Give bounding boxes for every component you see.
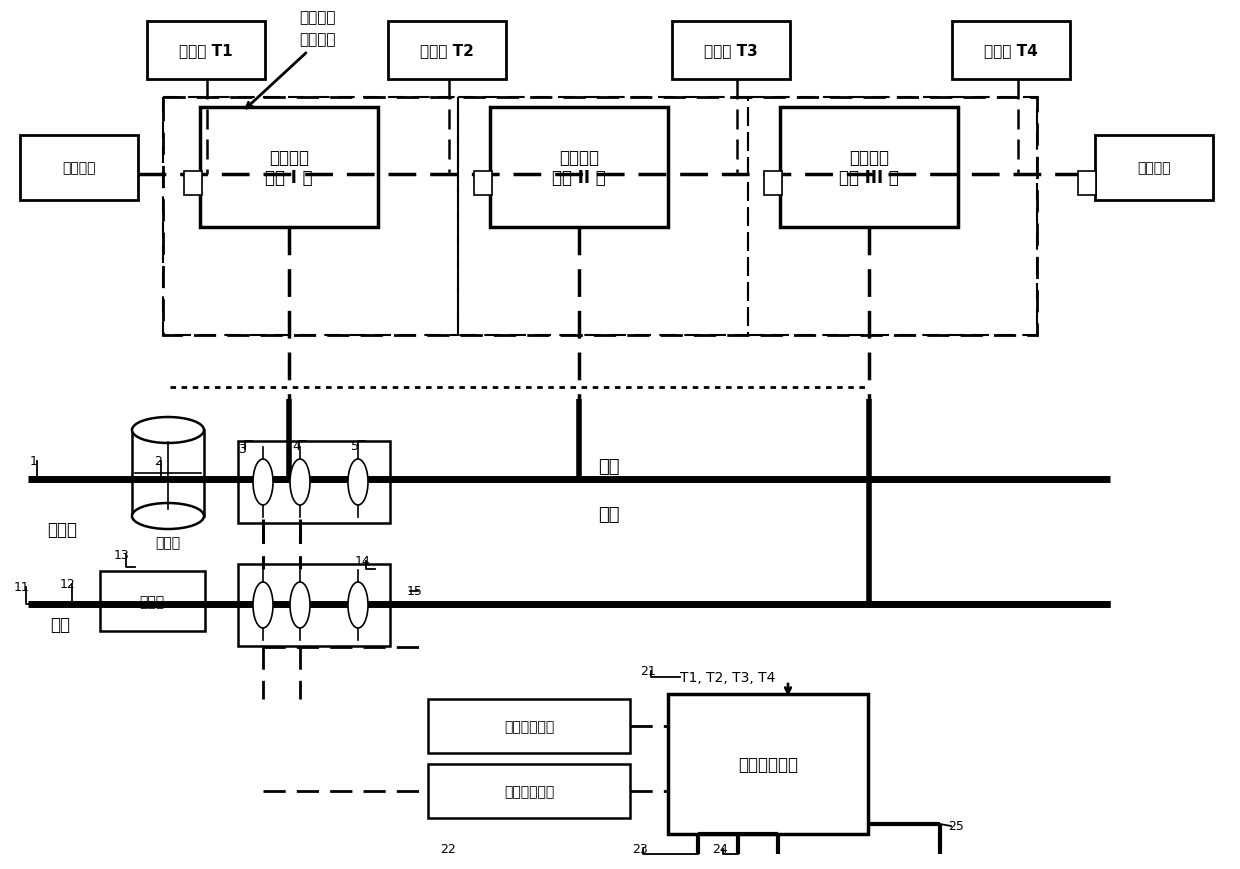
Bar: [672, 22, 790, 80]
Text: 空压机: 空压机: [47, 521, 77, 539]
Text: 测温仪 T3: 测温仪 T3: [704, 43, 758, 58]
Text: 测温仪 T2: 测温仪 T2: [420, 43, 474, 58]
Text: 远程仪表信号: 远程仪表信号: [503, 720, 554, 733]
Bar: [184, 172, 202, 196]
Text: 1: 1: [30, 455, 38, 468]
Ellipse shape: [131, 503, 205, 529]
Text: 过滤器: 过滤器: [139, 594, 165, 608]
Text: 3: 3: [238, 443, 246, 456]
Bar: [100, 571, 205, 631]
Text: 组织调控
冷却 II 区: 组织调控 冷却 II 区: [552, 149, 606, 187]
Text: 包含两层: 包含两层: [300, 10, 336, 25]
Bar: [131, 430, 205, 516]
Ellipse shape: [290, 582, 310, 628]
Bar: [238, 441, 391, 523]
Bar: [1095, 136, 1213, 201]
Text: 冷床出口: 冷床出口: [1137, 161, 1171, 175]
Bar: [20, 136, 138, 201]
Text: P: P: [1083, 179, 1091, 189]
Text: P: P: [769, 179, 777, 189]
Text: 13: 13: [114, 549, 130, 562]
Text: 水路: 水路: [598, 506, 620, 523]
Ellipse shape: [290, 460, 310, 506]
Ellipse shape: [348, 460, 368, 506]
Bar: [490, 108, 668, 228]
Text: 冷床入口: 冷床入口: [62, 161, 95, 175]
Bar: [428, 700, 630, 753]
Bar: [1078, 172, 1096, 196]
Bar: [148, 22, 265, 80]
Text: 5: 5: [351, 440, 360, 453]
Ellipse shape: [253, 582, 273, 628]
Bar: [238, 564, 391, 647]
Text: 23: 23: [632, 843, 647, 855]
Bar: [668, 694, 868, 834]
Bar: [780, 108, 959, 228]
Bar: [952, 22, 1070, 80]
Text: 储气罐: 储气罐: [155, 535, 181, 549]
Bar: [200, 108, 378, 228]
Text: 15: 15: [407, 585, 423, 598]
Bar: [428, 764, 630, 818]
Text: 25: 25: [949, 819, 963, 833]
Text: 组织调控
冷却 III 区: 组织调控 冷却 III 区: [839, 149, 899, 187]
Bar: [458, 98, 748, 335]
Text: 测温仪 T4: 测温仪 T4: [985, 43, 1038, 58]
Text: P: P: [479, 179, 487, 189]
Text: 组织调控
冷却 I 区: 组织调控 冷却 I 区: [265, 149, 312, 187]
Bar: [764, 172, 782, 196]
Bar: [162, 98, 458, 335]
Text: 14: 14: [355, 555, 371, 567]
Bar: [748, 98, 1037, 335]
Bar: [162, 98, 1037, 335]
Ellipse shape: [253, 460, 273, 506]
Text: 气路: 气路: [598, 457, 620, 475]
Text: 22: 22: [440, 843, 456, 855]
Text: 水泵: 水泵: [50, 615, 69, 634]
Text: 21: 21: [640, 665, 656, 678]
Text: 12: 12: [60, 578, 76, 591]
Text: 冷却单元: 冷却单元: [300, 32, 336, 48]
Ellipse shape: [348, 582, 368, 628]
Text: 冷床控制系统: 冷床控制系统: [738, 755, 799, 773]
Bar: [388, 22, 506, 80]
Text: P: P: [188, 179, 197, 189]
Text: 24: 24: [712, 843, 728, 855]
Text: 测温仪 T1: 测温仪 T1: [180, 43, 233, 58]
Bar: [474, 172, 492, 196]
Text: T1, T2, T3, T4: T1, T2, T3, T4: [680, 670, 775, 684]
Text: 11: 11: [14, 580, 30, 594]
Text: 2: 2: [154, 455, 162, 468]
Text: 阀门调节指令: 阀门调节指令: [503, 784, 554, 798]
Text: 4: 4: [293, 440, 300, 453]
Ellipse shape: [131, 417, 205, 443]
